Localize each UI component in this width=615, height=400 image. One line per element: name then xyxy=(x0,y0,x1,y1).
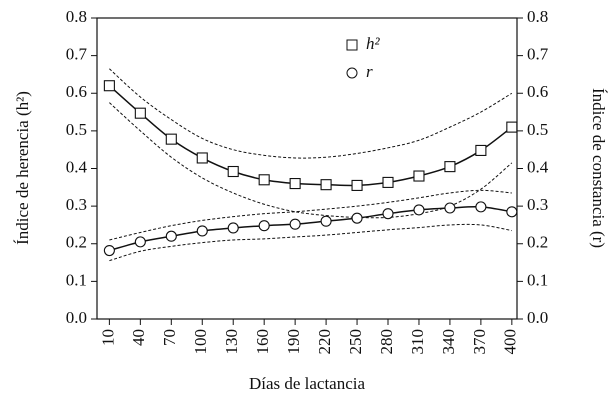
confidence-band xyxy=(109,189,512,241)
point xyxy=(413,204,425,216)
x-tick-label: 400 xyxy=(501,329,520,355)
x-axis-title: Días de lactancia xyxy=(249,374,366,393)
x-tick-label: 340 xyxy=(439,329,458,355)
point xyxy=(165,133,177,145)
x-tick-label: 370 xyxy=(470,329,489,355)
point xyxy=(413,170,425,182)
x-tick-label: 70 xyxy=(160,329,179,346)
y2-tick-label: 0.1 xyxy=(527,270,548,289)
y-tick-label: 0.4 xyxy=(66,157,88,176)
point xyxy=(475,144,487,156)
y-tick-label: 0.1 xyxy=(66,270,87,289)
legend-marker xyxy=(346,67,358,79)
point xyxy=(103,80,115,92)
x-tick-label: 250 xyxy=(346,329,365,355)
x-tick-label: 10 xyxy=(98,329,117,346)
point xyxy=(289,178,301,190)
y-tick-label: 0.8 xyxy=(66,7,87,26)
y2-tick-label: 0.7 xyxy=(527,45,549,64)
confidence-band xyxy=(109,102,513,219)
x-tick-label: 160 xyxy=(253,329,272,355)
confidence-band xyxy=(109,223,512,262)
point xyxy=(134,236,146,248)
point xyxy=(444,161,456,173)
y-tick-label: 0.3 xyxy=(66,195,87,214)
point xyxy=(165,230,177,242)
point xyxy=(196,152,208,164)
point xyxy=(444,202,456,214)
point xyxy=(227,165,239,178)
y-tick-label: 0.5 xyxy=(66,120,87,139)
point xyxy=(351,212,363,224)
x-tick-label: 190 xyxy=(284,329,303,355)
point xyxy=(289,218,301,230)
x-tick-label: 130 xyxy=(222,329,241,355)
y2-tick-label: 0.5 xyxy=(527,120,548,139)
legend-marker xyxy=(346,39,358,51)
x-tick-label: 310 xyxy=(408,329,427,355)
y2-tick-label: 0.8 xyxy=(527,7,548,26)
y2-tick-label: 0.4 xyxy=(527,157,549,176)
y-tick-label: 0.7 xyxy=(66,45,88,64)
y2-axis-title: Índice de constancia (r) xyxy=(589,88,608,248)
x-tick-label: 100 xyxy=(191,329,210,355)
point xyxy=(382,208,394,220)
y2-tick-label: 0.2 xyxy=(527,233,548,252)
legend-label: r xyxy=(366,62,373,81)
point xyxy=(134,107,146,119)
point xyxy=(506,121,518,133)
point xyxy=(227,222,239,234)
point xyxy=(506,206,518,218)
point xyxy=(103,244,115,257)
legend-label: h² xyxy=(366,34,381,53)
y-tick-label: 0.6 xyxy=(66,82,87,101)
x-tick-label: 280 xyxy=(377,329,396,355)
point xyxy=(320,179,332,191)
point xyxy=(320,215,332,227)
x-tick-label: 40 xyxy=(129,329,148,346)
confidence-band xyxy=(109,68,513,159)
point xyxy=(351,179,363,191)
point xyxy=(475,201,487,213)
y-tick-label: 0.2 xyxy=(66,233,87,252)
y-tick-label: 0.0 xyxy=(66,308,87,327)
point xyxy=(382,176,394,188)
y2-tick-label: 0.3 xyxy=(527,195,548,214)
point xyxy=(258,220,270,232)
point xyxy=(258,174,270,186)
x-tick-label: 220 xyxy=(315,329,334,355)
y2-tick-label: 0.0 xyxy=(527,308,548,327)
y-axis-title: Índice de herencia (h²) xyxy=(13,91,32,245)
point xyxy=(196,225,208,237)
y2-tick-label: 0.6 xyxy=(527,82,548,101)
